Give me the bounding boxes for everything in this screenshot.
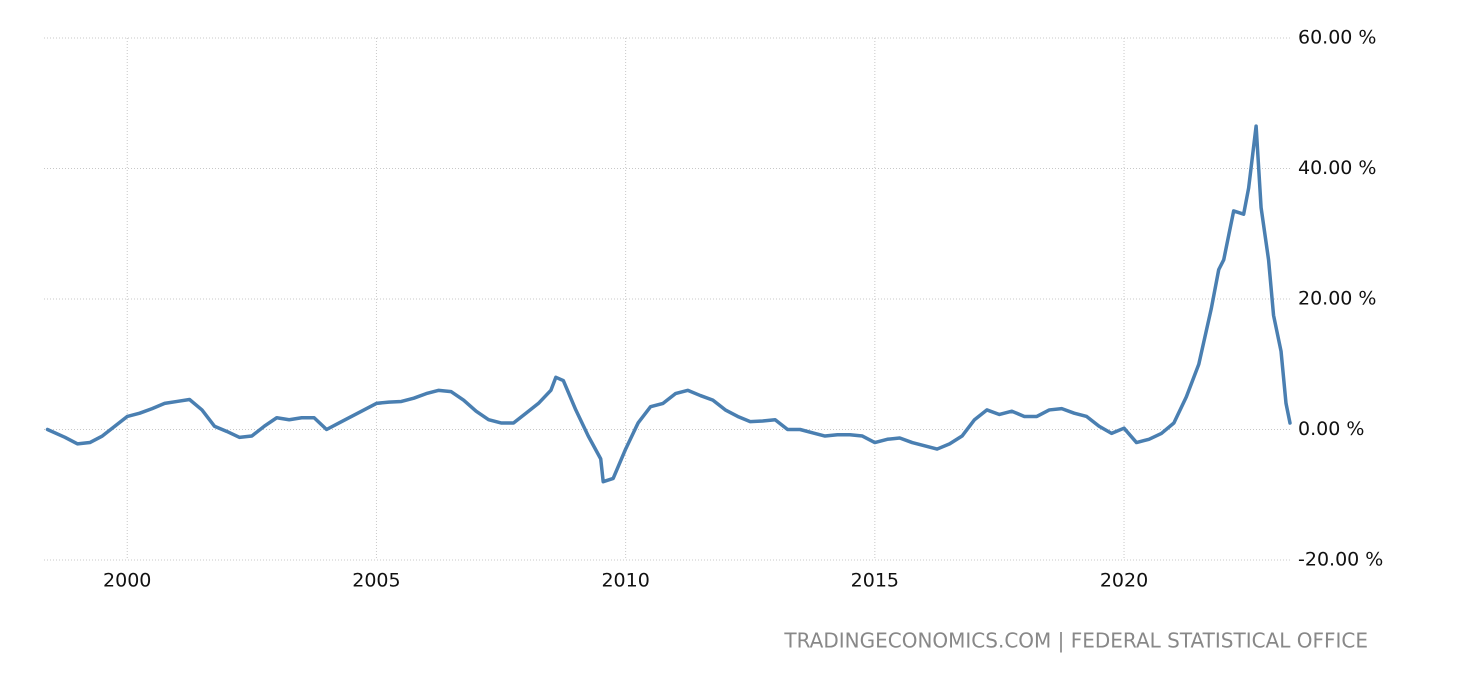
y-tick-label: 40.00 % (1298, 157, 1377, 179)
x-tick-label: 2005 (352, 570, 400, 592)
x-tick-label: 2010 (601, 570, 649, 592)
x-tick-label: 2015 (851, 570, 899, 592)
source: TRADINGECONOMICS.COM | FEDERAL STATISTIC… (783, 629, 1368, 653)
y-tick-label: 20.00 % (1298, 288, 1377, 310)
y-tick-label: 60.00 % (1298, 27, 1377, 49)
x-tick-label: 2000 (103, 570, 151, 592)
line (45, 124, 1292, 484)
y-tick-label: -20.00 % (1298, 549, 1383, 571)
y-tick-label: 0.00 % (1298, 418, 1364, 440)
x-tick-label: 2020 (1100, 570, 1148, 592)
